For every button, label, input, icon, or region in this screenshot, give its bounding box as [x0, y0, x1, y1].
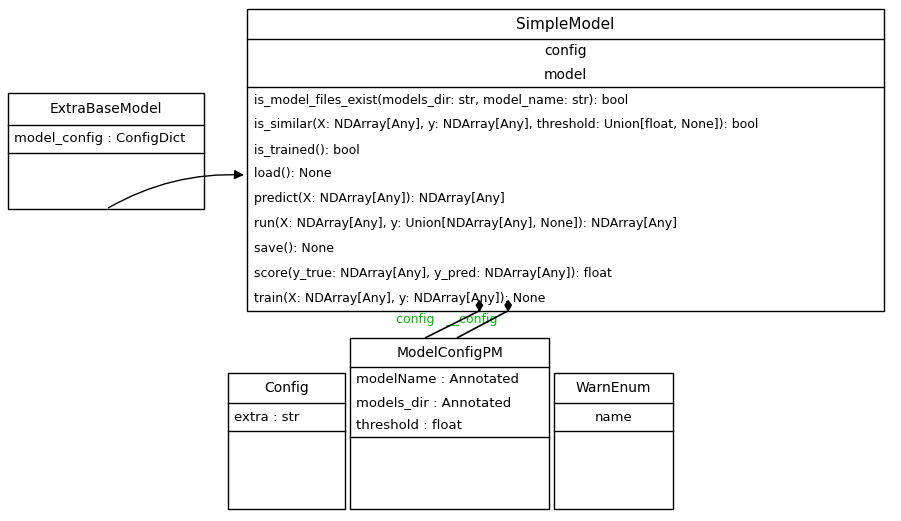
Text: models_dir : Annotated: models_dir : Annotated: [356, 396, 512, 409]
Text: predict(X: NDArray[Any]): NDArray[Any]: predict(X: NDArray[Any]): NDArray[Any]: [254, 192, 505, 205]
Text: threshold : float: threshold : float: [356, 419, 462, 432]
Text: WarnEnum: WarnEnum: [576, 381, 651, 395]
Text: run(X: NDArray[Any], y: Union[NDArray[Any], None]): NDArray[Any]: run(X: NDArray[Any], y: Union[NDArray[An…: [254, 217, 677, 230]
Text: config: config: [544, 44, 587, 58]
Bar: [554, 374, 673, 508]
Text: score(y_true: NDArray[Any], y_pred: NDArray[Any]): float: score(y_true: NDArray[Any], y_pred: NDAr…: [254, 267, 612, 280]
Text: train(X: NDArray[Any], y: NDArray[Any]): None: train(X: NDArray[Any], y: NDArray[Any]):…: [254, 292, 545, 305]
Bar: [247, 9, 885, 311]
Text: SimpleModel: SimpleModel: [516, 17, 614, 32]
Text: is_trained(): bool: is_trained(): bool: [254, 143, 359, 156]
Text: is_model_files_exist(models_dir: str, model_name: str): bool: is_model_files_exist(models_dir: str, mo…: [254, 93, 628, 106]
Text: modelName : Annotated: modelName : Annotated: [356, 373, 519, 386]
Text: ModelConfigPM: ModelConfigPM: [396, 345, 503, 359]
Text: load(): None: load(): None: [254, 167, 332, 180]
Text: Config: Config: [264, 381, 309, 395]
Polygon shape: [477, 301, 483, 311]
Text: name: name: [595, 411, 633, 424]
Text: ExtraBaseModel: ExtraBaseModel: [50, 102, 162, 116]
Text: config   __config: config __config: [396, 313, 497, 326]
Bar: [8, 93, 204, 209]
Polygon shape: [505, 301, 511, 311]
Bar: [350, 338, 549, 508]
Text: extra : str: extra : str: [233, 411, 299, 424]
Text: model_config : ConfigDict: model_config : ConfigDict: [14, 132, 186, 145]
Text: model: model: [544, 68, 587, 82]
Text: is_similar(X: NDArray[Any], y: NDArray[Any], threshold: Union[float, None]): boo: is_similar(X: NDArray[Any], y: NDArray[A…: [254, 118, 758, 131]
Text: save(): None: save(): None: [254, 242, 333, 255]
Bar: [228, 374, 345, 508]
